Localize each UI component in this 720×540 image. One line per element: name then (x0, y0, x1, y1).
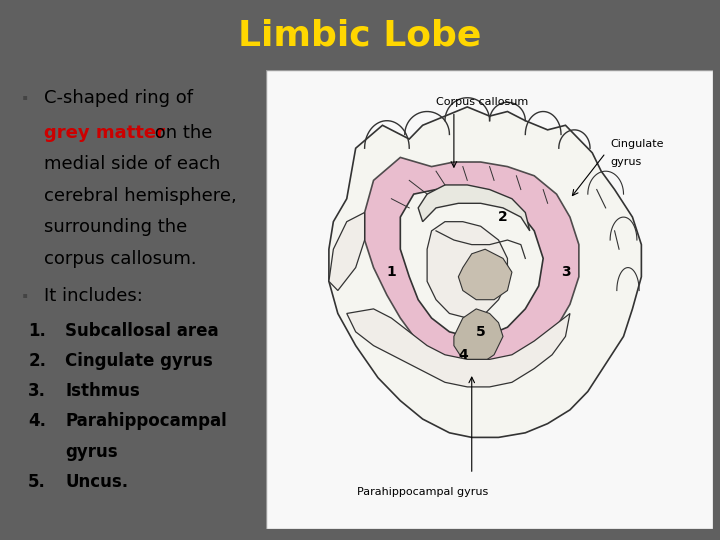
Text: Limbic Lobe: Limbic Lobe (238, 18, 482, 52)
Polygon shape (459, 249, 512, 300)
Text: 3: 3 (561, 265, 570, 279)
Polygon shape (427, 221, 508, 318)
Text: ·: · (20, 287, 29, 307)
Text: Cingulate: Cingulate (610, 139, 664, 148)
Text: medial side of each: medial side of each (44, 155, 220, 173)
Text: gyrus: gyrus (65, 443, 117, 461)
Text: ·: · (20, 89, 29, 109)
Polygon shape (364, 158, 579, 368)
Text: 4: 4 (458, 348, 468, 362)
Polygon shape (418, 185, 530, 231)
Text: 4.: 4. (28, 413, 46, 430)
Polygon shape (454, 309, 503, 364)
Text: Uncus.: Uncus. (65, 473, 128, 491)
Text: 5.: 5. (28, 473, 46, 491)
Text: C-shaped ring of: C-shaped ring of (44, 89, 193, 107)
Text: 3.: 3. (28, 382, 46, 400)
Text: Subcallosal area: Subcallosal area (65, 322, 219, 340)
Text: Parahippocampal: Parahippocampal (65, 413, 227, 430)
Text: cerebral hemisphere,: cerebral hemisphere, (44, 187, 237, 205)
Text: Cingulate gyrus: Cingulate gyrus (65, 352, 213, 370)
Polygon shape (347, 309, 570, 387)
Text: 1.: 1. (28, 322, 46, 340)
Text: on the: on the (149, 124, 212, 141)
FancyBboxPatch shape (266, 70, 713, 529)
Text: 5: 5 (476, 325, 485, 339)
Text: grey matter: grey matter (44, 124, 165, 141)
Text: It includes:: It includes: (44, 287, 143, 305)
Text: 1: 1 (387, 265, 396, 279)
Text: 2: 2 (498, 210, 508, 224)
Text: Corpus callosum: Corpus callosum (436, 97, 528, 107)
Polygon shape (329, 212, 364, 291)
Text: surrounding the: surrounding the (44, 218, 187, 237)
Text: Isthmus: Isthmus (65, 382, 140, 400)
Text: corpus callosum.: corpus callosum. (44, 250, 197, 268)
Text: Parahippocampal gyrus: Parahippocampal gyrus (357, 488, 488, 497)
Text: 2.: 2. (28, 352, 46, 370)
Polygon shape (400, 190, 543, 336)
Text: gyrus: gyrus (610, 157, 642, 167)
Polygon shape (329, 107, 642, 437)
